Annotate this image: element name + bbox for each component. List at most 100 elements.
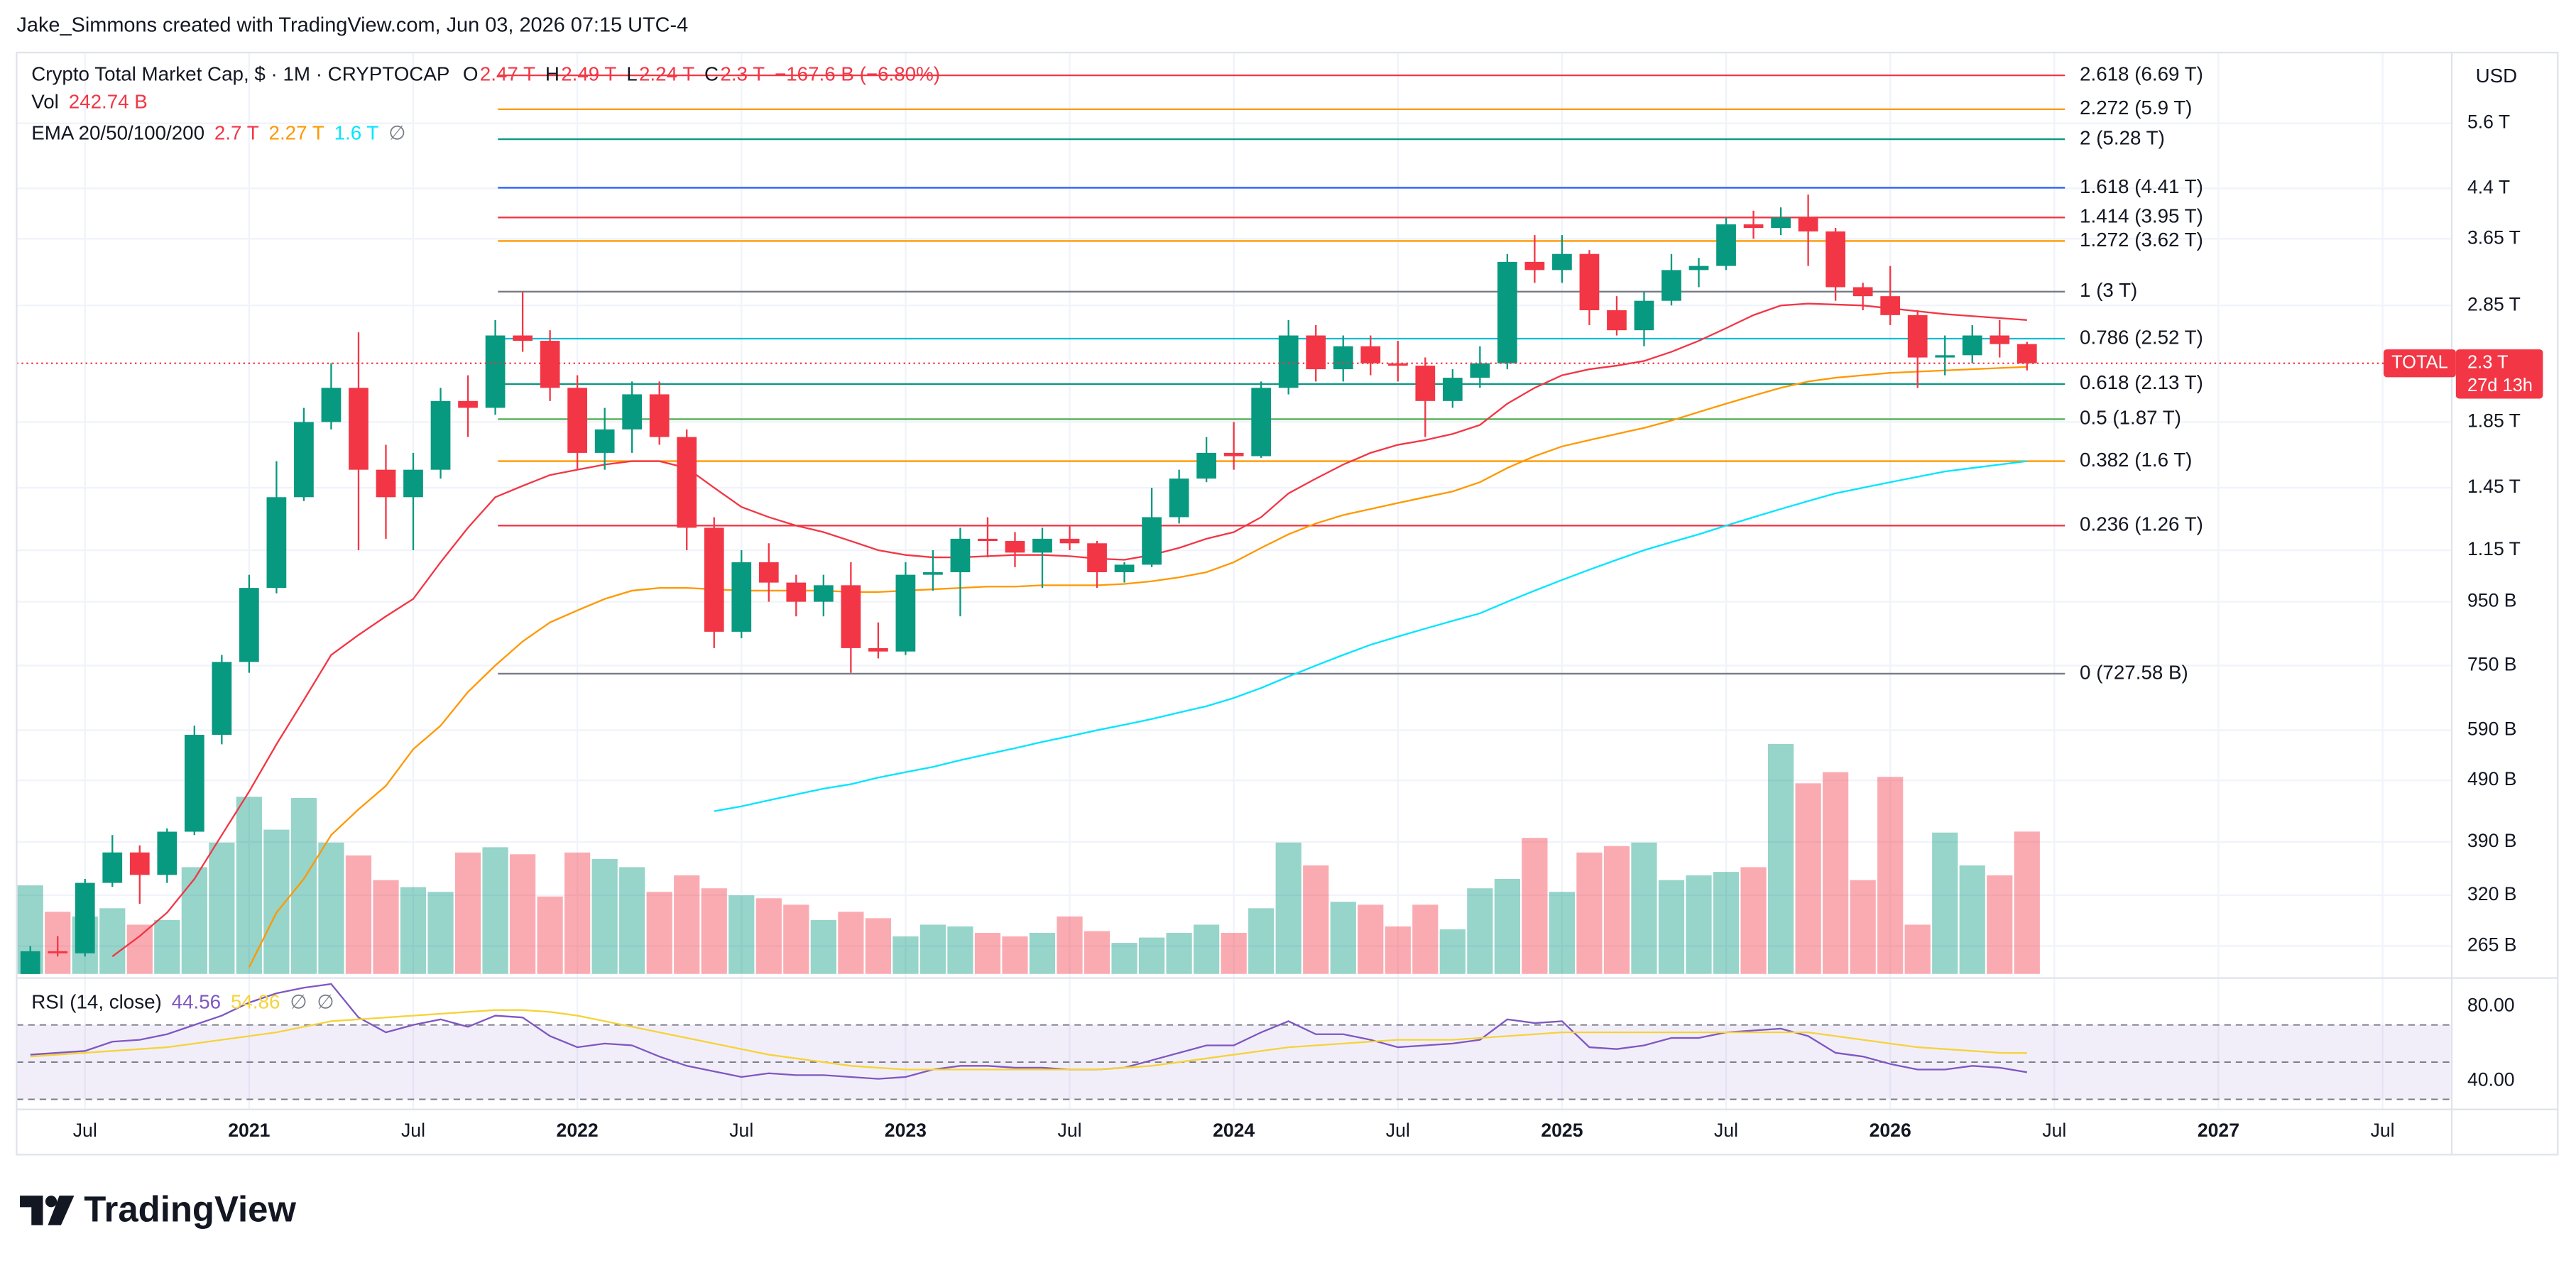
volume-bar [290,797,317,974]
volume-bar [619,867,645,974]
volume-bar [1494,878,1520,974]
candle-body [1825,231,1846,288]
volume-bar [564,852,591,974]
candle-body [1661,270,1681,301]
volume-bar [1576,852,1603,974]
candle-body [458,400,478,408]
volume-bar [1522,838,1548,974]
y-tick-label: 1.85 T [2467,410,2521,431]
fib-label: 1.272 (3.62 T) [2080,229,2203,251]
volume-bar [1767,743,1794,974]
volume-bar [1823,772,1849,974]
volume-bar [1959,865,1985,974]
candle-body [403,469,423,498]
y-tick-label: 5.6 T [2467,111,2510,133]
volume-bar [345,855,372,974]
volume-bar [701,888,727,974]
candle-body [157,831,178,875]
candle-body [1552,253,1572,270]
y-tick-label: 1.45 T [2467,476,2521,497]
x-tick-label: Jul [1058,1120,1082,1141]
volume-bar [99,908,126,974]
legend-value: ∅ [317,991,334,1013]
volume-bar [1987,875,2013,974]
volume-bar [1057,916,1083,974]
candle-body [649,394,670,437]
legend-value: 242.74 B [69,91,148,113]
candle-body [868,647,888,652]
x-tick-label: 2022 [557,1120,599,1141]
candle-body [677,437,697,528]
volume-bar [537,896,563,974]
legend-value: 2.3 T [720,63,765,85]
fib-label: 1.414 (3.95 T) [2080,205,2203,227]
x-tick-label: Jul [2042,1120,2066,1141]
fib-label: 0.382 (1.6 T) [2080,449,2192,471]
legend-value: 2.47 T [480,63,535,85]
volume-bar [236,797,262,974]
attribution: Jake_Simmons created with TradingView.co… [16,14,688,37]
fib-label: 0.5 (1.87 T) [2080,407,2181,429]
volume-bar [181,867,207,974]
volume-bar [755,898,782,974]
legend-title: RSI (14, close) [31,991,162,1013]
frame [16,51,2559,1156]
y-tick-label: 3.65 T [2467,226,2521,248]
volume-bar [591,858,618,974]
candle-body [485,335,506,408]
candle-body [1990,335,2010,344]
candle-body [1607,310,1627,331]
candle-body [1497,261,1517,363]
candle-body [430,400,451,470]
rsi-line [30,983,2027,1080]
volume-bar [1330,902,1356,974]
x-tick-label: 2027 [2198,1120,2239,1141]
currency: USD [2476,65,2518,87]
candle-body [1360,346,1381,363]
volume-bar [1138,937,1165,974]
candle-body [1306,335,1326,370]
fib-label: 0.236 (1.26 T) [2080,513,2203,535]
candle-body [1114,564,1135,572]
x-tick-label: 2021 [228,1120,270,1141]
volume-bar [1439,929,1466,974]
x-tick-label: Jul [729,1120,753,1141]
y-tick-label: 590 B [2467,718,2517,740]
candle-body [540,341,560,388]
legend-key: C [704,63,719,85]
volume-bar [1631,842,1657,974]
candle-body [1387,363,1408,366]
logo-icon [48,1196,75,1225]
ema-line [248,366,2027,968]
volume-bar [154,919,180,974]
legend-key: EMA 20/50/100/200 [31,122,204,144]
legend-value: 2.49 T [561,63,616,85]
volume-bar [509,854,536,974]
legend-value: 1.6 T [334,122,379,144]
grid [16,53,2451,1109]
candle-body [1743,224,1764,228]
candle-body [1005,541,1025,553]
candle-body [20,951,40,974]
candle-body [212,662,232,736]
candle-body [239,588,259,662]
candle-body [1907,315,1928,358]
price-tag [2384,349,2456,378]
legend-value: 54.86 [231,991,280,1013]
candle-body [1798,217,1818,232]
candle-body [731,562,752,632]
volume-bar [783,904,809,974]
x-tick-label: 2023 [885,1120,927,1141]
candle-body [1278,335,1299,388]
overlay: 5.6 T 4.4 T 3.65 T 2.85 T 1.85 T 1.45 T 1.15 T… [31,62,2543,1141]
volume-bar [1904,924,1931,974]
candle-body [1059,538,1080,544]
legend-value: 2.27 T [269,122,324,144]
legend-key: L [626,63,637,85]
rsi-band-fill [16,1024,2451,1100]
candle-body [567,388,588,453]
candle-body [349,388,369,470]
fib-label: 2.618 (6.69 T) [2080,62,2203,84]
main-pane [16,74,2451,974]
